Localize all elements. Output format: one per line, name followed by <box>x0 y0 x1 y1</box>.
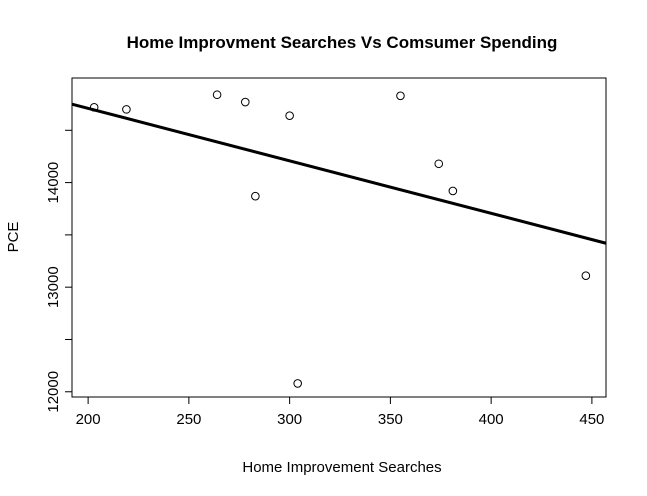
x-tick-label: 400 <box>479 411 504 428</box>
data-point <box>122 105 131 114</box>
x-axis-label: Home Improvement Searches <box>242 459 441 476</box>
y-tick-label: 14000 <box>45 162 62 204</box>
data-point <box>448 186 458 196</box>
x-tick-label: 250 <box>176 411 201 428</box>
plot-frame <box>71 77 607 398</box>
data-point <box>396 91 405 101</box>
x-axis: 200 250 300 350 400 450 <box>76 397 604 428</box>
data-point <box>251 191 260 201</box>
x-tick-label: 350 <box>378 411 403 428</box>
y-axis-label: PCE <box>5 222 22 253</box>
chart-title: Home Improvment Searches Vs Comsumer Spe… <box>127 33 558 52</box>
data-point <box>212 90 222 100</box>
x-tick-label: 450 <box>579 411 604 428</box>
data-point <box>581 271 591 280</box>
x-tick-label: 200 <box>76 411 101 428</box>
y-tick-label: 12000 <box>45 371 62 413</box>
x-tick-label: 300 <box>277 411 302 428</box>
data-point <box>89 102 99 112</box>
regression-line <box>71 102 607 245</box>
regression-line-group <box>71 102 607 245</box>
data-point <box>285 111 294 120</box>
y-axis: 12000 13000 14000 <box>45 129 72 413</box>
y-tick-label: 13000 <box>45 266 62 308</box>
data-points <box>89 90 591 388</box>
data-point <box>293 379 302 388</box>
data-point <box>434 159 444 169</box>
data-point <box>240 97 250 107</box>
